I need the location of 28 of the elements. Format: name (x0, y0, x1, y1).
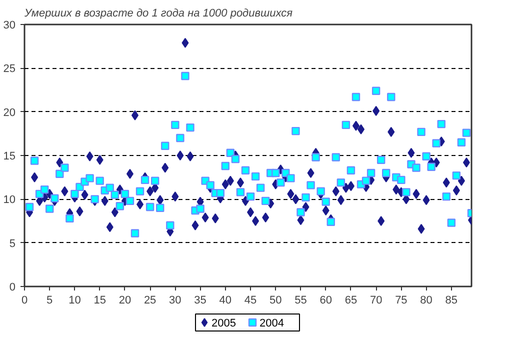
x-tick-label: 55 (294, 294, 307, 306)
x-tick-label: 30 (169, 294, 182, 306)
x-tick-label: 40 (219, 294, 232, 306)
x-tick-label: 5 (46, 294, 53, 306)
y-tick-label: 10 (3, 194, 16, 206)
y-tick-label: 30 (3, 20, 16, 32)
x-tick-label: 65 (344, 294, 358, 306)
x-tick-label: 10 (68, 294, 81, 306)
chart-title: Умерших в возрасте до 1 года на 1000 родившихся (24, 8, 293, 20)
y-tick-label: 20 (3, 106, 16, 119)
x-tick-label: 50 (270, 294, 282, 306)
y-tick-label: 5 (9, 238, 16, 250)
y-tick-label: 15 (3, 150, 16, 162)
x-tick-label: 0 (21, 294, 28, 306)
y-tick-label: 0 (9, 282, 16, 294)
x-tick-label: 85 (445, 294, 458, 306)
x-tick-label: 25 (144, 294, 156, 306)
x-tick-label: 15 (94, 294, 106, 306)
x-tick-label: 60 (320, 294, 332, 306)
legend-label: 2004 (260, 318, 284, 330)
legend-label: 2005 (212, 318, 236, 330)
x-tick-label: 70 (370, 294, 382, 306)
x-tick-label: 35 (194, 294, 206, 306)
x-tick-label: 75 (395, 294, 408, 306)
x-tick-label: 45 (244, 294, 257, 306)
x-tick-label: 20 (118, 294, 132, 306)
x-tick-label: 80 (420, 294, 432, 306)
y-tick-label: 25 (3, 63, 16, 76)
